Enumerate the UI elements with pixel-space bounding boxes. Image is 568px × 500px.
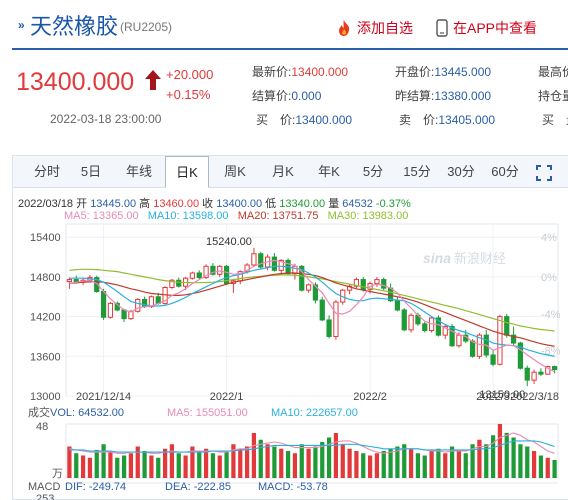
header-divider (12, 48, 568, 50)
ma10-legend: MA10: 13598.00 (147, 210, 229, 222)
ohlc-vol: 64532 (342, 198, 373, 210)
tab-yearly-k[interactable]: 年K (318, 164, 340, 179)
tab-weekly-k[interactable]: 周K (224, 164, 246, 179)
ohlc-pct: -0.37% (375, 198, 411, 210)
tab-5day[interactable]: 5日 (80, 164, 102, 179)
tab-intraday[interactable]: 分时 (33, 164, 60, 179)
title-chevron-icon: » (18, 18, 25, 32)
ohlc-high: 13460.00 (153, 198, 200, 210)
field-open-interest: 持仓量: (538, 89, 568, 103)
tab-5min[interactable]: 5分 (362, 164, 384, 179)
ohlc-low: 13340.00 (279, 198, 326, 210)
header: » 天然橡胶 (RU2205) 添加自选 在APP中查看 (0, 0, 568, 55)
period-tabs: 分时 5日 年线 日K 周K 月K 年K 5分 15分 30分 60分 (13, 156, 568, 188)
field-open-price: 开盘价:13445.000 (395, 65, 492, 79)
price-change: +20.000 +0.15% (166, 65, 213, 105)
ohlc-close: 13400.00 (216, 198, 263, 210)
tab-30min[interactable]: 30分 (447, 164, 475, 179)
tab-monthly-k[interactable]: 月K (272, 164, 294, 179)
ohlc-date: 2022/03/18 (18, 198, 74, 210)
fullscreen-icon[interactable] (536, 165, 552, 181)
field-bid-price: 买 价:13400.000 (256, 113, 353, 127)
tab-year-line[interactable]: 年线 (125, 164, 152, 179)
ohlc-open: 13445.00 (90, 198, 137, 210)
price-change-percent: +0.15% (166, 87, 211, 102)
field-last-price: 最新价:13400.000 (252, 65, 349, 79)
quote-timestamp: 2022-03-18 23:00:00 (50, 112, 162, 126)
open-in-app-button[interactable]: 在APP中查看 (436, 18, 537, 38)
phone-icon (436, 19, 448, 37)
tab-daily-k[interactable]: 日K (165, 156, 209, 188)
add-to-watchlist-label: 添加自选 (357, 20, 413, 36)
tab-15min[interactable]: 15分 (403, 164, 431, 179)
ohlc-low-label: 低 (265, 198, 277, 210)
last-price: 13400.000 (16, 68, 135, 96)
ohlc-readout: 2022/03/18 开 13445.00 高 13460.00 收 13400… (18, 195, 411, 211)
price-change-value: +20.000 (166, 67, 214, 82)
ma30-legend: MA30: 13983.00 (327, 210, 409, 222)
open-in-app-label: 在APP中查看 (453, 20, 538, 36)
field-ask-price: 卖 价:13405.000 (399, 113, 496, 127)
contract-code: (RU2205) (120, 20, 173, 34)
ma-legend: MA5: 13365.00 MA10: 13598.00 MA20: 13751… (64, 210, 408, 222)
ohlc-high-label: 高 (139, 198, 151, 210)
ohlc-close-label: 收 (202, 198, 214, 210)
flame-icon (339, 20, 350, 36)
field-bid-volume: 买 量: (542, 113, 568, 127)
ohlc-vol-label: 量 (328, 198, 340, 210)
field-high-price: 最高价: (538, 65, 568, 79)
tab-60min[interactable]: 60分 (491, 164, 519, 179)
ma5-legend: MA5: 13365.00 (64, 210, 139, 222)
field-settle-price: 结算价:0.000 (252, 89, 322, 103)
add-to-watchlist-button[interactable]: 添加自选 (336, 18, 413, 38)
ma20-legend: MA20: 13751.75 (237, 210, 319, 222)
field-prev-settle: 昨结算:13380.000 (395, 89, 492, 103)
price-up-arrow-icon (145, 70, 161, 90)
ohlc-open-label: 开 (76, 198, 88, 210)
page-title: 天然橡胶 (30, 15, 119, 40)
